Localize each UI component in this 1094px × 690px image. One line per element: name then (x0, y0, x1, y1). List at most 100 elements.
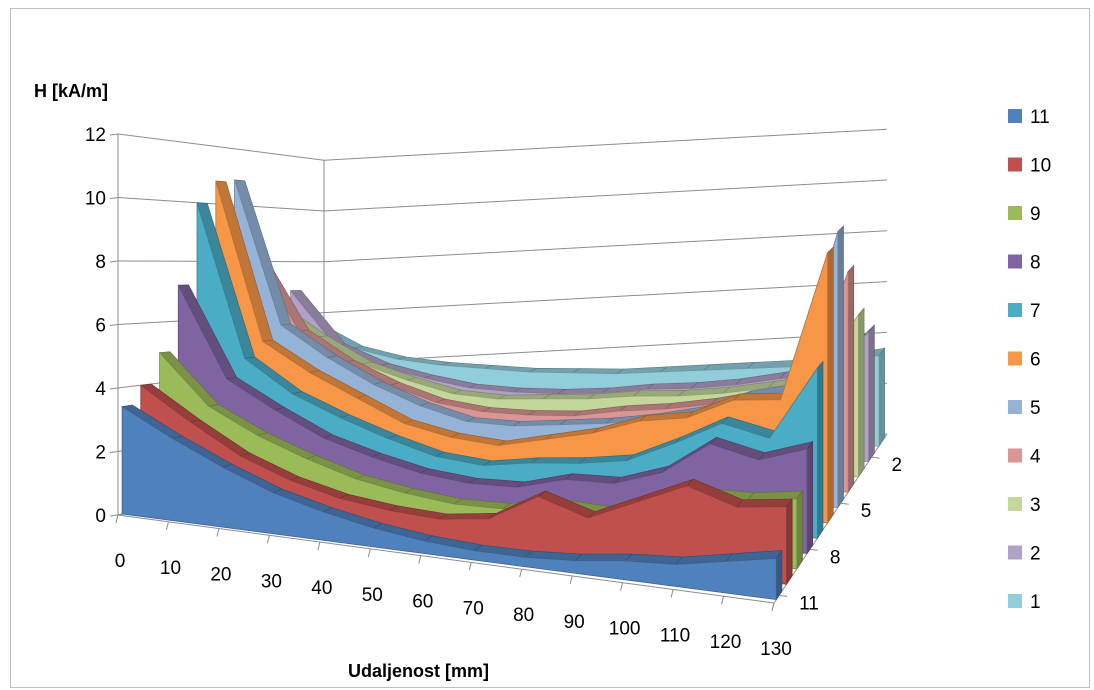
legend-swatch (1008, 351, 1022, 366)
area-end-cap (868, 324, 875, 463)
area-end-cap (837, 225, 844, 509)
x-tick-mark (216, 528, 220, 537)
legend-swatch (1008, 254, 1022, 269)
legend-item-9: 9 (1008, 204, 1041, 225)
area-top-segment (631, 389, 686, 397)
legend-item-4: 4 (1008, 447, 1041, 468)
y-tick-mark (109, 324, 119, 326)
y-tick-mark (109, 451, 119, 453)
chart-area: 0 2 4 6 8 10 12 0 10 20 30 40 50 60 70 80 90 100 110 120 130… (10, 8, 1090, 688)
x-tick-mark (620, 582, 624, 591)
legend-label: 4 (1030, 447, 1041, 468)
legend-label: 5 (1030, 398, 1041, 419)
x-tick-mark (721, 596, 725, 605)
back-gridline (323, 281, 888, 314)
area-series-11 (121, 404, 783, 601)
area-top-segment (530, 457, 588, 464)
legend-item-7: 7 (1008, 301, 1041, 322)
area-top-segment (574, 553, 633, 562)
y-tick-label: 2 (95, 443, 106, 464)
area-end-cap (847, 264, 855, 494)
area-front-face (121, 405, 777, 601)
depth-tick-mark (871, 456, 880, 459)
depth-tick-label: 5 (861, 501, 872, 522)
y-tick-label: 10 (85, 189, 106, 210)
x-tick-mark (317, 541, 321, 551)
legend-swatch (1008, 545, 1022, 560)
legend-label: 3 (1030, 495, 1041, 516)
depth-tick-mark (779, 594, 788, 597)
plot-area (121, 179, 886, 601)
x-axis-line (117, 514, 775, 604)
x-tick-mark (418, 555, 422, 564)
y-tick-mark (109, 260, 119, 263)
x-tick-mark (670, 589, 674, 598)
x-tick-mark (771, 602, 775, 612)
y-tick-label: 8 (95, 252, 106, 273)
area-end-cap (858, 307, 865, 478)
legend-label: 2 (1030, 544, 1041, 565)
legend-swatch (1008, 157, 1022, 172)
legend-item-3: 3 (1008, 495, 1041, 516)
back-gridline (323, 179, 888, 212)
x-axis-title: Udaljenost [mm] (348, 661, 489, 681)
x-tick-label: 40 (311, 578, 332, 599)
area-top-segment (732, 392, 788, 401)
legend-swatch (1008, 497, 1022, 511)
legend-item-8: 8 (1008, 253, 1041, 274)
x-tick-label: 10 (160, 558, 181, 579)
area-front-face (140, 384, 787, 585)
x-tick-label: 90 (564, 612, 585, 633)
x-tick-mark (266, 535, 270, 544)
x-tick-label: 0 (115, 551, 126, 572)
legend-item-2: 2 (1008, 544, 1041, 565)
x-tick-label: 20 (210, 565, 231, 586)
area-end-cap (796, 490, 803, 570)
legend-swatch (1008, 303, 1022, 317)
x-tick-label: 50 (362, 585, 383, 606)
area-top-segment (497, 394, 551, 400)
x-tick-mark (569, 575, 573, 585)
legend-item-5: 5 (1008, 398, 1041, 419)
x-tick-label: 130 (760, 639, 792, 660)
y-tick-mark (109, 133, 119, 136)
x-tick-label: 80 (513, 605, 534, 626)
legend-swatch (1008, 594, 1022, 608)
x-tick-mark (165, 521, 169, 530)
x-tick-label: 120 (710, 632, 742, 653)
y-tick-label: 12 (85, 125, 106, 146)
legend-label: 10 (1030, 156, 1051, 177)
area-end-cap (878, 347, 885, 448)
area-end-cap (786, 498, 793, 586)
depth-tick-mark (840, 502, 849, 505)
depth-tick-label: 8 (830, 547, 841, 568)
y-tick-mark (109, 387, 119, 390)
legend: 11 10 9 8 7 6 5 4 3 2 1 (1008, 107, 1051, 613)
legend-label: 1 (1030, 592, 1041, 613)
y-axis-title: H [kA/m] (34, 81, 108, 101)
legend-item-10: 10 (1008, 156, 1051, 177)
side-gridline (117, 133, 325, 161)
y-tick-label: 0 (95, 506, 106, 527)
x-tick-label: 110 (660, 625, 690, 646)
legend-label: 9 (1030, 204, 1041, 225)
x-tick-label: 30 (261, 571, 282, 592)
y-tick-label: 6 (95, 316, 106, 337)
area-end-cap (806, 440, 814, 555)
x-tick-mark (519, 569, 523, 578)
legend-item-6: 6 (1008, 350, 1041, 371)
area-top-segment (437, 512, 498, 520)
y-tick-mark (109, 197, 119, 199)
area-series-10 (140, 383, 793, 586)
area-end-cap (827, 246, 834, 524)
legend-swatch (1008, 400, 1022, 414)
depth-tick-mark (809, 548, 818, 551)
x-tick-label: 100 (609, 619, 641, 640)
x-tick-label: 60 (412, 592, 433, 613)
x-tick-mark (367, 548, 371, 557)
area-end-cap (817, 360, 824, 540)
legend-swatch (1008, 206, 1022, 220)
area-top-segment (542, 393, 597, 400)
